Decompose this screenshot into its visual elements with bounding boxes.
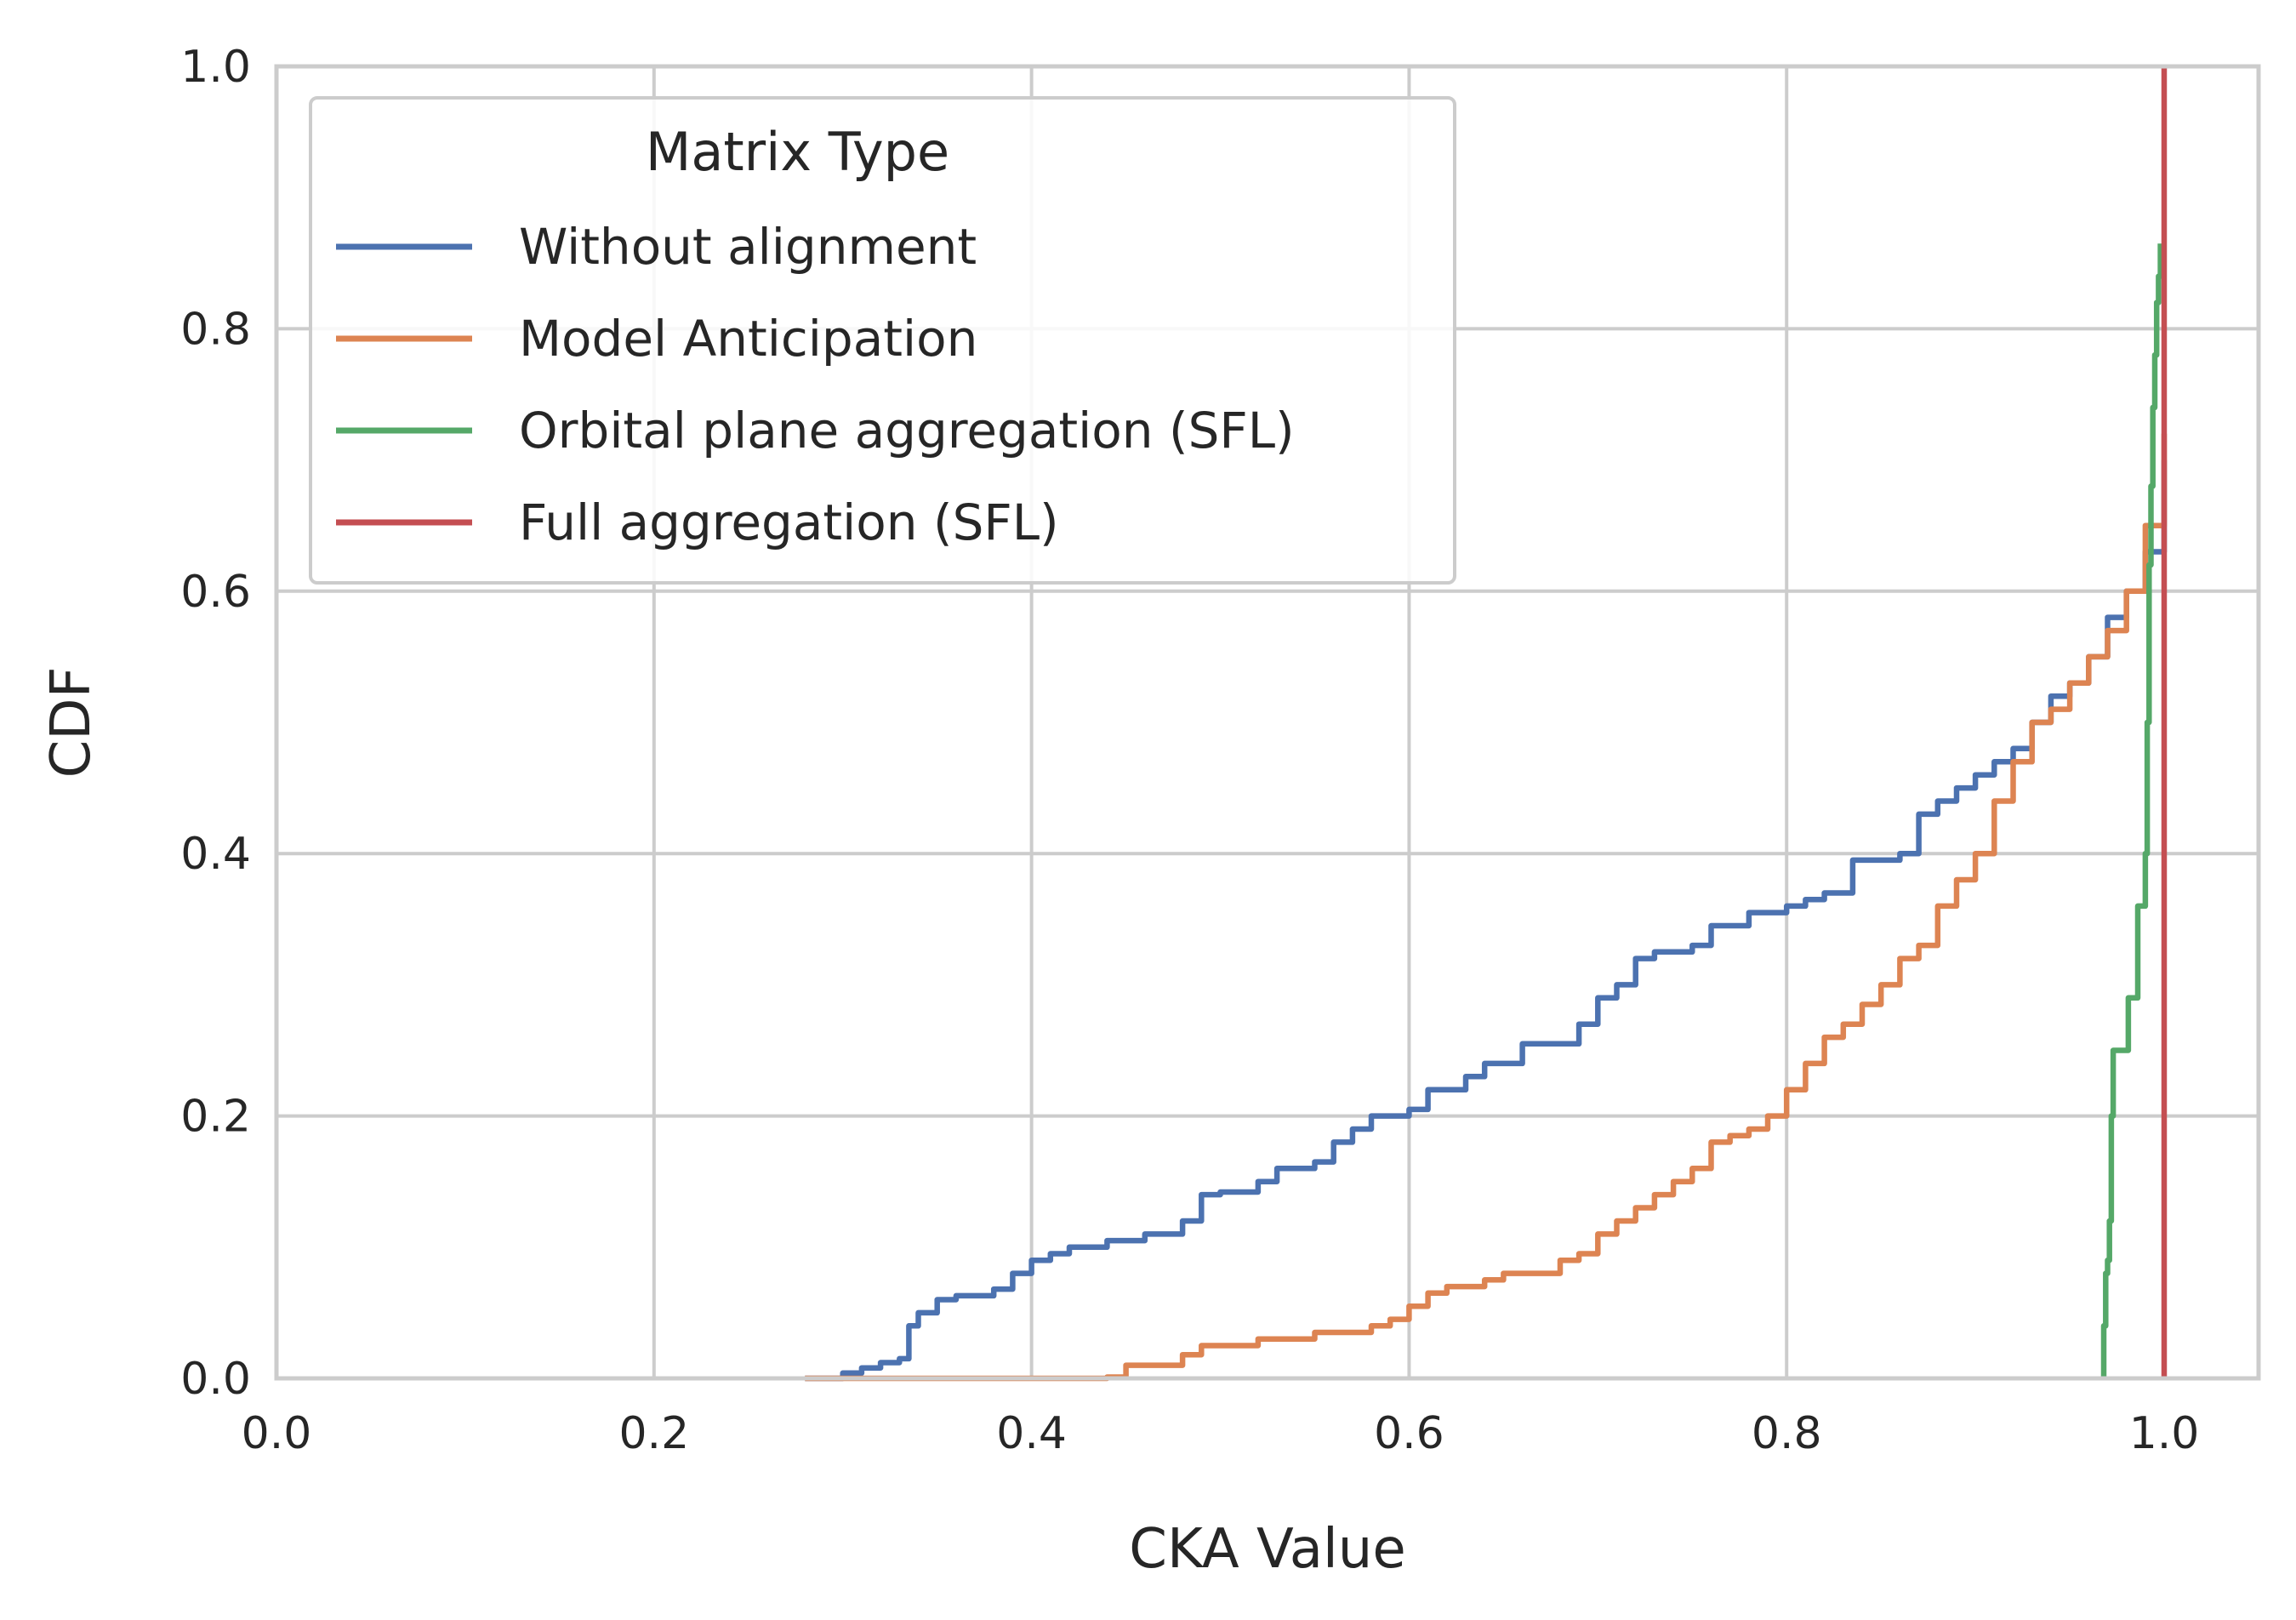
series-lines — [805, 66, 2168, 1382]
x-tick-label: 0.0 — [242, 1408, 312, 1459]
legend-items: Without alignment Model Anticipation Orbit… — [336, 218, 1295, 551]
series-line-1 — [805, 433, 2168, 1382]
legend-box — [309, 96, 1456, 585]
series-line-2 — [2100, 243, 2163, 1378]
y-tick-label: 0.8 — [180, 304, 251, 355]
y-tick-label: 0.6 — [180, 567, 251, 618]
legend-label: Full aggregation (SFL) — [519, 493, 1059, 551]
legend-label: Model Anticipation — [519, 310, 977, 368]
x-tick-label: 0.4 — [996, 1408, 1067, 1459]
y-tick-labels: 0.0 0.2 0.4 0.6 0.8 1.0 — [180, 42, 251, 1405]
y-tick-label: 1.0 — [180, 42, 251, 93]
y-axis-label: CDF — [40, 667, 103, 779]
y-tick-label: 0.0 — [180, 1354, 251, 1405]
series-line-0 — [805, 459, 2168, 1382]
legend-label: Orbital plane aggregation (SFL) — [519, 402, 1295, 459]
legend: Matrix Type Without alignment Model Antic… — [309, 96, 1456, 585]
y-tick-label: 0.4 — [180, 829, 251, 880]
x-tick-label: 0.6 — [1374, 1408, 1444, 1459]
y-tick-label: 0.2 — [180, 1092, 251, 1143]
x-tick-label: 1.0 — [2129, 1408, 2200, 1459]
x-tick-label: 0.8 — [1752, 1408, 1822, 1459]
plot-frame — [274, 64, 2261, 1381]
legend-label: Without alignment — [519, 218, 977, 276]
x-tick-label: 0.2 — [618, 1408, 689, 1459]
legend-title: Matrix Type — [646, 121, 949, 183]
x-axis-label: CKA Value — [1129, 1518, 1405, 1581]
x-tick-labels: 0.0 0.2 0.4 0.6 0.8 1.0 — [242, 1408, 2200, 1459]
